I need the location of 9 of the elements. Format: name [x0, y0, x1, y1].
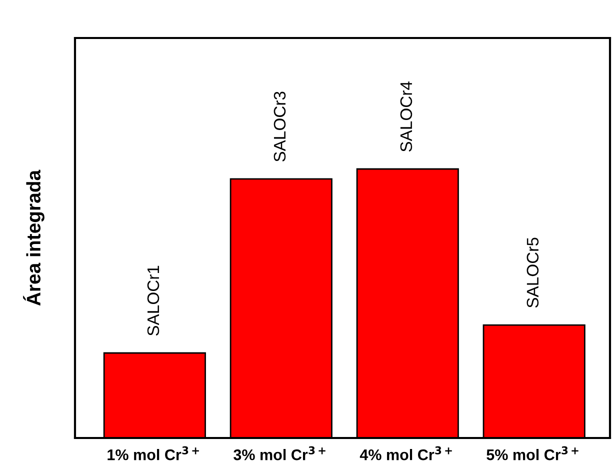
x-tick-label: 5% mol Cr$^{3+}$ [486, 446, 578, 460]
annotation: SALOCr3 [274, 92, 286, 162]
y-axis-title: Área integrada [23, 170, 44, 306]
x-tick-label: 1% mol Cr$^{3+}$ [108, 446, 199, 460]
annotation: SALOCr5 [526, 238, 539, 308]
annotation: SALOCr1 [147, 266, 160, 336]
x-tick-label: 3% mol Cr$^{3+}$ [234, 446, 326, 460]
x-tick-label: 4% mol Cr$^{3+}$ [360, 446, 452, 460]
annotation: SALOCr4 [400, 82, 412, 152]
